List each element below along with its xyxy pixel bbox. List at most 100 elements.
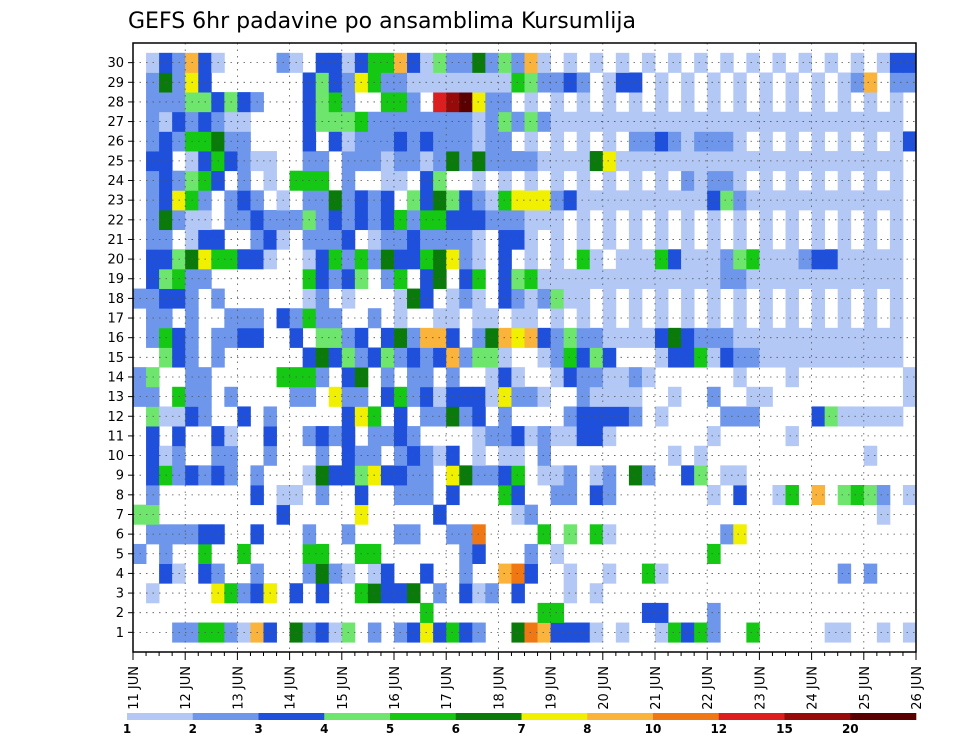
heatmap-cell <box>694 170 708 191</box>
heatmap-cell <box>524 288 538 309</box>
heatmap-cell <box>485 190 499 211</box>
heatmap-cell <box>668 268 682 289</box>
heatmap-cell <box>902 52 917 73</box>
heatmap-cell <box>681 229 695 250</box>
heatmap-cell <box>615 327 630 348</box>
colorbar-swatch <box>127 713 194 720</box>
heatmap-cell <box>550 268 565 289</box>
heatmap-cell <box>589 485 604 506</box>
heatmap-cell <box>576 386 591 407</box>
heatmap-cell <box>589 268 604 289</box>
x-tick-label: 14 JUN <box>284 666 299 710</box>
heatmap-cell <box>759 72 773 93</box>
heatmap-cell <box>811 327 826 348</box>
heatmap-cell <box>589 367 604 388</box>
heatmap-cell <box>668 131 682 152</box>
heatmap-cell <box>485 308 499 329</box>
heatmap-cell <box>641 151 656 172</box>
heatmap-cell <box>850 111 865 132</box>
heatmap-cell <box>811 131 826 152</box>
heatmap-cell <box>524 386 538 407</box>
heatmap-cell <box>563 288 578 309</box>
heatmap-cell <box>485 151 499 172</box>
heatmap-cell <box>498 131 512 152</box>
heatmap-cell <box>655 72 669 93</box>
x-tick-label: 15 JUN <box>336 666 351 710</box>
heatmap-cell <box>524 131 538 152</box>
heatmap-cell <box>602 465 617 486</box>
colorbar-swatch <box>718 713 785 720</box>
heatmap-cell <box>563 72 578 93</box>
heatmap-cell <box>720 249 734 270</box>
heatmap-cell <box>707 308 721 329</box>
heatmap-cell <box>602 327 617 348</box>
heatmap-cell <box>498 52 512 73</box>
heatmap-cell <box>668 622 682 643</box>
heatmap-cell <box>472 268 486 289</box>
heatmap-cell <box>498 249 512 270</box>
heatmap-cell <box>537 386 551 407</box>
heatmap-cell <box>889 249 904 270</box>
heatmap-cell <box>498 347 512 368</box>
heatmap-cell <box>498 229 512 250</box>
heatmap-cell <box>615 367 630 388</box>
heatmap-cell <box>863 92 878 113</box>
heatmap-cell <box>707 190 721 211</box>
heatmap-cell <box>511 485 525 506</box>
heatmap-cell <box>537 347 551 368</box>
heatmap-cell <box>472 229 486 250</box>
heatmap-cell <box>498 426 512 447</box>
heatmap-cell <box>746 151 760 172</box>
heatmap-cell <box>785 327 799 348</box>
heatmap-cell <box>837 268 852 289</box>
colorbar-swatch <box>653 713 720 720</box>
heatmap-cell <box>746 52 760 73</box>
heatmap-cell <box>785 92 799 113</box>
x-tick-label: 23 JUN <box>753 666 768 710</box>
heatmap-cell <box>537 151 551 172</box>
heatmap-cell <box>524 327 538 348</box>
heatmap-cell <box>863 445 878 466</box>
heatmap-cell <box>576 92 591 113</box>
heatmap-cell <box>524 268 538 289</box>
heatmap-cell <box>589 190 604 211</box>
heatmap-cell <box>628 170 643 191</box>
heatmap-cell <box>641 327 656 348</box>
heatmap-cell <box>681 347 695 368</box>
heatmap-cell <box>863 170 878 191</box>
heatmap-cell <box>811 209 826 231</box>
heatmap-cell <box>655 347 669 368</box>
heatmap-cell <box>863 485 878 506</box>
heatmap-cell <box>550 170 565 191</box>
heatmap-cell <box>850 485 865 506</box>
heatmap-cell <box>485 583 499 604</box>
heatmap-cell <box>485 92 499 113</box>
heatmap-cell <box>668 386 682 407</box>
heatmap-cell <box>524 92 538 113</box>
colorbar-swatch <box>455 713 522 720</box>
heatmap-cell <box>498 111 512 132</box>
heatmap-cell <box>837 190 852 211</box>
heatmap-cell <box>537 72 551 93</box>
y-axis: 1234567891011121314151617181920212223242… <box>107 56 133 641</box>
heatmap-cell <box>733 131 747 152</box>
heatmap-cell <box>576 288 591 309</box>
y-tick-label: 7 <box>116 508 124 523</box>
colorbar-swatch <box>390 713 457 720</box>
heatmap-cell <box>485 52 499 73</box>
heatmap-cell <box>511 504 525 525</box>
heatmap-cell <box>876 151 891 172</box>
y-tick-label: 20 <box>107 253 124 268</box>
heatmap-cell <box>889 72 904 93</box>
heatmap-cell <box>563 111 578 132</box>
heatmap-cell <box>589 52 604 73</box>
heatmap-cell <box>472 327 486 348</box>
colorbar-swatch <box>587 713 654 720</box>
heatmap-cell <box>472 524 486 545</box>
heatmap-cell <box>641 563 656 584</box>
heatmap-cell <box>681 92 695 113</box>
heatmap-cell <box>628 131 643 152</box>
heatmap-cell <box>681 170 695 191</box>
heatmap-cell <box>889 327 904 348</box>
